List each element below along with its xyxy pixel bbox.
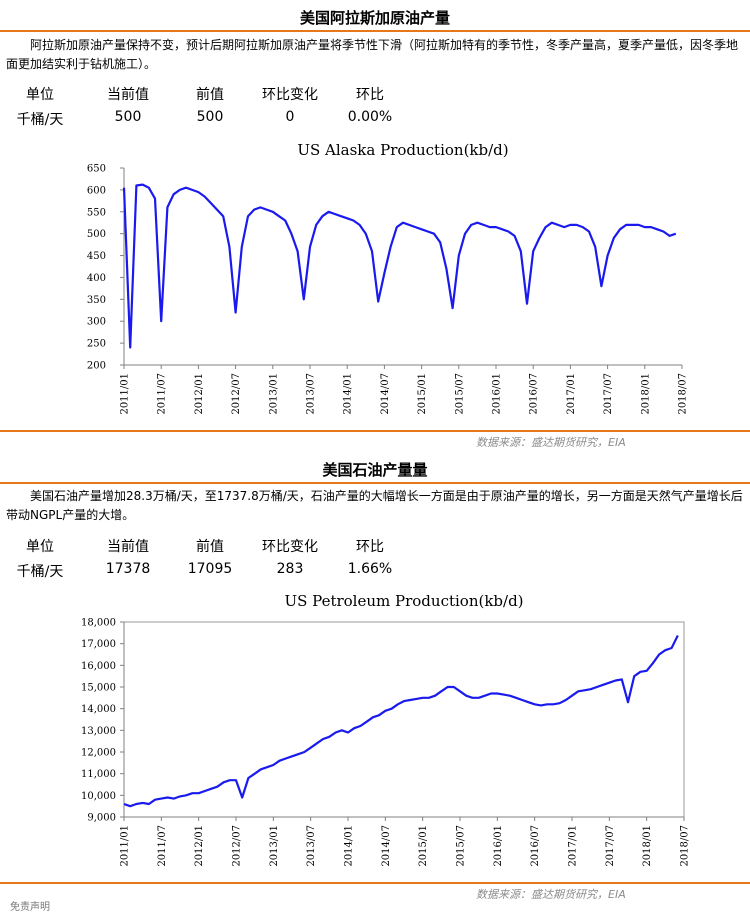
section2-bottom-divider (0, 882, 750, 884)
footer-disclaimer: 免责声明 (10, 902, 50, 913)
header-previous: 前值 (196, 87, 224, 103)
value-previous: 500 (196, 109, 224, 125)
x-tick-label: 2013/07 (306, 825, 317, 867)
table-value-row: 千桶/天 17378 17095 283 1.66% (0, 561, 420, 583)
y-tick-label: 15,000 (81, 683, 116, 694)
chart-title: US Petroleum Production(kb/d) (284, 592, 523, 610)
x-tick-label: 2017/01 (568, 825, 579, 867)
y-tick-label: 17,000 (81, 639, 116, 650)
x-tick-label: 2016/01 (492, 373, 503, 415)
value-previous: 17095 (187, 561, 233, 577)
y-tick-label: 300 (87, 317, 106, 328)
x-tick-label: 2017/07 (605, 825, 616, 867)
series-line (122, 183, 677, 349)
x-tick-label: 2011/01 (120, 825, 131, 867)
section1-top-divider (0, 30, 750, 32)
x-tick-label: 2013/01 (268, 373, 279, 415)
x-tick-label: 2014/07 (381, 825, 392, 867)
y-tick-label: 650 (87, 164, 106, 175)
header-pct: 环比 (356, 539, 384, 555)
x-tick-label: 2016/07 (529, 373, 540, 415)
petroleum-production-chart: US Petroleum Production(kb/d) 9,000 10,000… (81, 592, 691, 867)
x-tick-label: 2016/01 (493, 825, 504, 867)
value-change: 0 (285, 109, 295, 125)
header-change: 环比变化 (262, 539, 318, 555)
table-header-row: 单位 当前值 前值 环比变化 环比 (0, 84, 420, 106)
section2-description: 美国石油产量增加28.3万桶/天，至1737.8万桶/天，石油产量的大幅增长一方… (6, 489, 743, 522)
section1-description: 阿拉斯加原油产量保持不变，预计后期阿拉斯加原油产量将季节性下滑（阿拉斯加特有的季… (6, 38, 739, 71)
header-pct: 环比 (356, 87, 384, 103)
x-tick-label: 2012/01 (194, 825, 205, 867)
y-tick-label: 18,000 (81, 618, 116, 629)
header-change: 环比变化 (262, 87, 318, 103)
header-unit: 单位 (26, 539, 54, 555)
x-tick-label: 2018/07 (680, 825, 691, 867)
section1-bottom-divider (0, 430, 750, 432)
y-tick-label: 500 (87, 229, 106, 240)
x-tick-label: 2015/07 (456, 825, 467, 867)
x-tick-label: 2012/07 (231, 373, 242, 415)
y-tick-label: 14,000 (81, 704, 116, 715)
alaska-production-chart: US Alaska Production(kb/d) 200 250 300 350 40… (87, 141, 689, 415)
y-tick-label: 11,000 (81, 769, 116, 780)
x-tick-label: 2015/01 (418, 825, 429, 867)
table-value-row: 千桶/天 500 500 0 0.00% (0, 109, 420, 131)
section2-source: 数据来源：盛达期货研究，EIA (476, 888, 626, 901)
x-tick-label: 2012/01 (194, 373, 205, 415)
header-previous: 前值 (196, 539, 224, 555)
header-current: 当前值 (107, 539, 149, 555)
x-tick-label: 2014/01 (344, 825, 355, 867)
x-tick-label: 2014/01 (343, 373, 354, 415)
y-tick-label: 400 (87, 273, 106, 284)
section1-source: 数据来源：盛达期货研究，EIA (476, 436, 626, 449)
x-tick-label: 2013/07 (306, 373, 317, 415)
y-tick-label: 200 (87, 361, 106, 372)
x-tick-label: 2017/01 (566, 373, 577, 415)
value-current: 500 (114, 109, 142, 125)
header-current: 当前值 (107, 87, 149, 103)
y-tick-label: 9,000 (87, 813, 116, 824)
x-tick-label: 2016/07 (530, 825, 541, 867)
value-pct: 0.00% (347, 109, 393, 125)
x-tick-label: 2012/07 (232, 825, 243, 867)
x-tick-label: 2015/01 (417, 373, 428, 415)
x-tick-label: 2018/07 (678, 373, 689, 415)
x-tick-label: 2011/01 (120, 373, 131, 415)
y-tick-label: 450 (87, 251, 106, 262)
y-tick-label: 10,000 (81, 791, 116, 802)
y-tick-label: 250 (87, 339, 106, 350)
value-unit: 千桶/天 (16, 564, 64, 580)
table-header-row: 单位 当前值 前值 环比变化 环比 (0, 536, 420, 558)
value-current: 17378 (105, 561, 151, 577)
x-tick-label: 2013/01 (269, 825, 280, 867)
y-tick-label: 350 (87, 295, 106, 306)
y-tick-label: 13,000 (81, 726, 116, 737)
chart-title: US Alaska Production(kb/d) (297, 141, 508, 159)
y-tick-label: 16,000 (81, 661, 116, 672)
value-change: 283 (276, 561, 304, 577)
header-unit: 单位 (26, 87, 54, 103)
y-tick-label: 550 (87, 207, 106, 218)
section2-title: 美国石油产量量 (322, 461, 428, 479)
y-tick-label: 12,000 (81, 748, 116, 759)
x-tick-label: 2011/07 (157, 825, 168, 867)
y-tick-label: 600 (87, 185, 106, 196)
x-tick-label: 2015/07 (454, 373, 465, 415)
value-pct: 1.66% (347, 561, 393, 577)
plot-frame (123, 621, 685, 818)
x-tick-label: 2011/07 (157, 373, 168, 415)
x-tick-label: 2018/01 (640, 373, 651, 415)
x-tick-label: 2018/01 (642, 825, 653, 867)
section1-title: 美国阿拉斯加原油产量 (299, 9, 450, 27)
x-tick-label: 2014/07 (380, 373, 391, 415)
section2-top-divider (0, 482, 750, 484)
x-tick-label: 2017/07 (603, 373, 614, 415)
series-line (123, 635, 679, 808)
value-unit: 千桶/天 (16, 112, 64, 128)
